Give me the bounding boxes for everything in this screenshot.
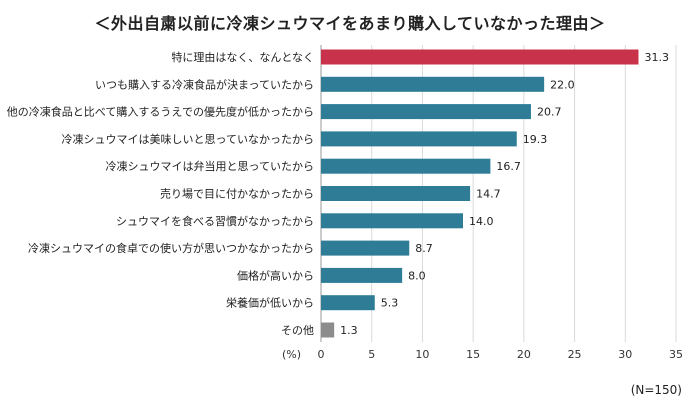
value-label: 14.0 xyxy=(469,215,494,228)
value-label: 1.3 xyxy=(340,324,358,337)
value-label: 5.3 xyxy=(381,297,399,310)
bar xyxy=(321,295,375,311)
value-label: 19.3 xyxy=(523,133,548,146)
x-tick-label: 10 xyxy=(415,348,429,361)
chart-title: ＜外出自粛以前に冷凍シュウマイをあまり購入していなかった理由＞ xyxy=(94,14,606,33)
category-label: その他 xyxy=(281,324,314,337)
value-label: 14.7 xyxy=(476,188,501,201)
value-label: 16.7 xyxy=(496,160,521,173)
x-tick-label: 25 xyxy=(568,348,582,361)
value-label: 22.0 xyxy=(550,78,575,91)
x-tick-label: 20 xyxy=(517,348,531,361)
x-tick-label: 30 xyxy=(618,348,632,361)
category-label: 冷凍シュウマイは弁当用と思っていたから xyxy=(106,159,314,173)
x-tick-label: 35 xyxy=(669,348,683,361)
category-label: 他の冷凍食品と比べて購入するうえでの優先度が低かったから xyxy=(7,105,314,119)
x-tick-label: 0 xyxy=(318,348,325,361)
sample-size-note: (N=150) xyxy=(630,383,682,397)
category-label: 売り場で目に付かなかったから xyxy=(160,188,314,201)
category-label: シュウマイを食べる習慣がなかったから xyxy=(116,214,314,228)
value-label: 8.0 xyxy=(408,269,426,282)
category-label: 冷凍シュウマイの食卓での使い方が思いつかなかったから xyxy=(28,241,314,255)
x-tick-label: 5 xyxy=(368,348,375,361)
bar xyxy=(321,240,410,256)
bar xyxy=(321,267,403,283)
bar xyxy=(321,131,517,147)
category-label: 栄養価が低いから xyxy=(226,296,314,310)
value-label: 8.7 xyxy=(415,242,433,255)
bar xyxy=(321,213,463,229)
bar xyxy=(321,186,471,201)
value-label: 31.3 xyxy=(644,51,669,64)
value-label: 20.7 xyxy=(537,106,562,119)
x-tick-label: 15 xyxy=(466,348,480,361)
bar xyxy=(321,49,639,65)
bar xyxy=(321,76,545,92)
category-label: 冷凍シュウマイは美味しいと思っていなかったから xyxy=(62,133,314,146)
category-label: 特に理由はなく、なんとなく xyxy=(171,50,314,64)
bar xyxy=(321,158,491,174)
category-label: いつも購入する冷凍食品が決まっていたから xyxy=(95,77,314,91)
unit-label: (%) xyxy=(282,348,301,361)
bar xyxy=(321,322,335,338)
bar xyxy=(321,104,531,120)
category-label: 価格が高いから xyxy=(237,268,314,282)
